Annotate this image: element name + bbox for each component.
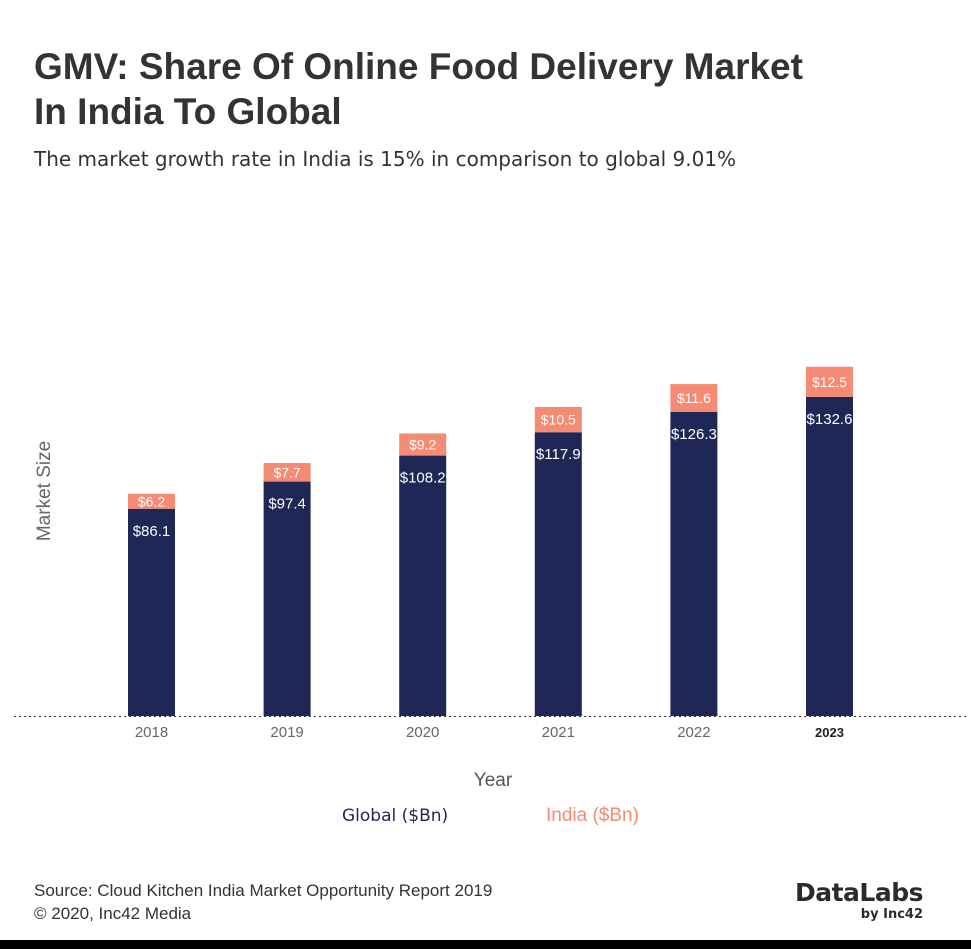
bar-india-2022 xyxy=(670,384,718,413)
logo-sub-text: by Inc42 xyxy=(860,907,923,922)
legend-item-india: India ($Bn) xyxy=(546,805,639,826)
label-global-2018: $86.1 xyxy=(133,523,171,540)
label-india-2023: $12.5 xyxy=(812,374,847,390)
x-axis-title: Year xyxy=(474,770,513,791)
label-india-2021: $10.5 xyxy=(541,412,576,428)
y-axis-title: Market Size xyxy=(34,441,55,541)
bar-india-2023 xyxy=(806,366,853,397)
label-global-2021: $117.9 xyxy=(536,446,581,463)
bar-global-2019 xyxy=(263,481,311,716)
x-tick-2021: 2021 xyxy=(542,724,575,741)
bar-india-2020 xyxy=(399,433,447,456)
label-global-2019: $97.4 xyxy=(268,496,306,513)
bar-global-2018 xyxy=(128,508,175,716)
chart-title: GMV: Share Of Online Food Delivery Marke… xyxy=(34,44,934,134)
x-tick-2018: 2018 xyxy=(135,724,168,741)
x-tick-2020: 2020 xyxy=(406,724,439,741)
chart-title-line-1: GMV: Share Of Online Food Delivery Marke… xyxy=(34,46,803,87)
bar-india-2019 xyxy=(263,463,311,482)
bar-india-2018 xyxy=(128,493,175,509)
datalabs-logo: DataLabs by Inc42 xyxy=(793,878,924,923)
chart-subtitle: The market growth rate in India is 15% i… xyxy=(34,147,737,171)
bottom-bar xyxy=(0,940,971,949)
label-global-2020: $108.2 xyxy=(400,470,446,487)
x-tick-2019: 2019 xyxy=(270,724,303,741)
bar-global-2023 xyxy=(806,396,853,716)
chart-title-line-2: In India To Global xyxy=(34,91,342,132)
label-global-2022: $126.3 xyxy=(671,426,717,443)
legend-item-global: Global ($Bn) xyxy=(342,806,448,826)
bar-global-2022 xyxy=(670,412,718,716)
x-tick-2022: 2022 xyxy=(677,724,710,741)
label-india-2019: $7.7 xyxy=(273,464,300,480)
source-block: Source: Cloud Kitchen India Market Oppor… xyxy=(34,879,492,925)
label-india-2022: $11.6 xyxy=(677,390,711,406)
x-tick-2023: 2023 xyxy=(815,725,844,740)
label-global-2023: $132.6 xyxy=(807,411,853,428)
source-text: Source: Cloud Kitchen India Market Oppor… xyxy=(34,881,493,900)
copyright-text: © 2020, Inc42 Media xyxy=(34,904,192,923)
bar-india-2021 xyxy=(534,406,582,433)
bar-global-2021 xyxy=(534,432,582,716)
logo-main-text: DataLabs xyxy=(794,878,924,907)
bar-global-2020 xyxy=(399,455,447,716)
label-india-2018: $6.2 xyxy=(138,493,165,509)
label-india-2020: $9.2 xyxy=(409,437,436,453)
